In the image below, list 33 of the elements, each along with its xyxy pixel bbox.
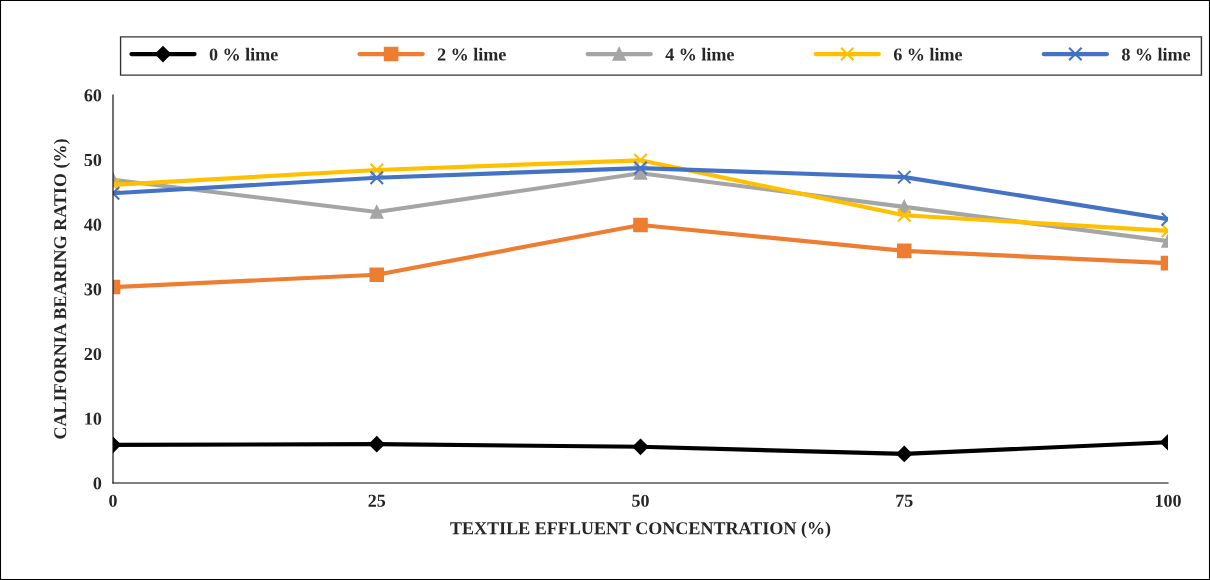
legend-label: 2 % lime	[437, 47, 506, 61]
point	[896, 207, 912, 223]
y-tick-label: 30	[84, 283, 102, 296]
point	[632, 438, 649, 455]
y-axis-title: CALIFORNIA BEARING RATIO (%)	[53, 139, 70, 439]
y-tick-label: 60	[84, 89, 102, 102]
point	[896, 445, 913, 462]
legend-label: 0 % lime	[209, 47, 278, 61]
x-tick-label: 50	[632, 494, 649, 507]
y-tick-label: 20	[84, 347, 102, 361]
legend-label: 4 % lime	[665, 47, 734, 61]
legend-label: 8 % lime	[1121, 47, 1191, 61]
point	[633, 160, 648, 176]
point	[633, 153, 648, 168]
point	[368, 436, 385, 453]
x-tick-label: 25	[368, 494, 386, 507]
x-tick-label: 100	[1155, 494, 1181, 507]
point	[896, 243, 912, 259]
point	[369, 170, 385, 186]
x-axis-title: TEXTILE EFFLUENT CONCENTRATION (%)	[450, 521, 831, 538]
point	[633, 166, 648, 180]
y-tick-label: 0	[93, 477, 102, 490]
legend-label: 6 % lime	[893, 47, 963, 61]
x-tick-label: 75	[896, 494, 913, 507]
point	[369, 162, 385, 178]
x-tick-label: 0	[109, 494, 117, 507]
y-tick-label: 40	[84, 218, 102, 231]
y-tick-label: 10	[85, 412, 102, 425]
point	[370, 205, 384, 219]
y-tick-label: 50	[84, 153, 102, 167]
point	[369, 267, 385, 283]
point	[633, 217, 648, 233]
point	[896, 169, 912, 185]
